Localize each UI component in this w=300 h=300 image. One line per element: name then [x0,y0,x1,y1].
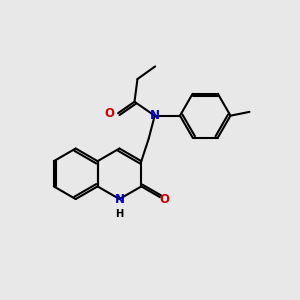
Text: H: H [115,208,124,219]
Text: O: O [104,106,115,120]
Text: N: N [150,109,160,122]
Text: N: N [115,193,124,206]
Text: O: O [160,193,170,206]
